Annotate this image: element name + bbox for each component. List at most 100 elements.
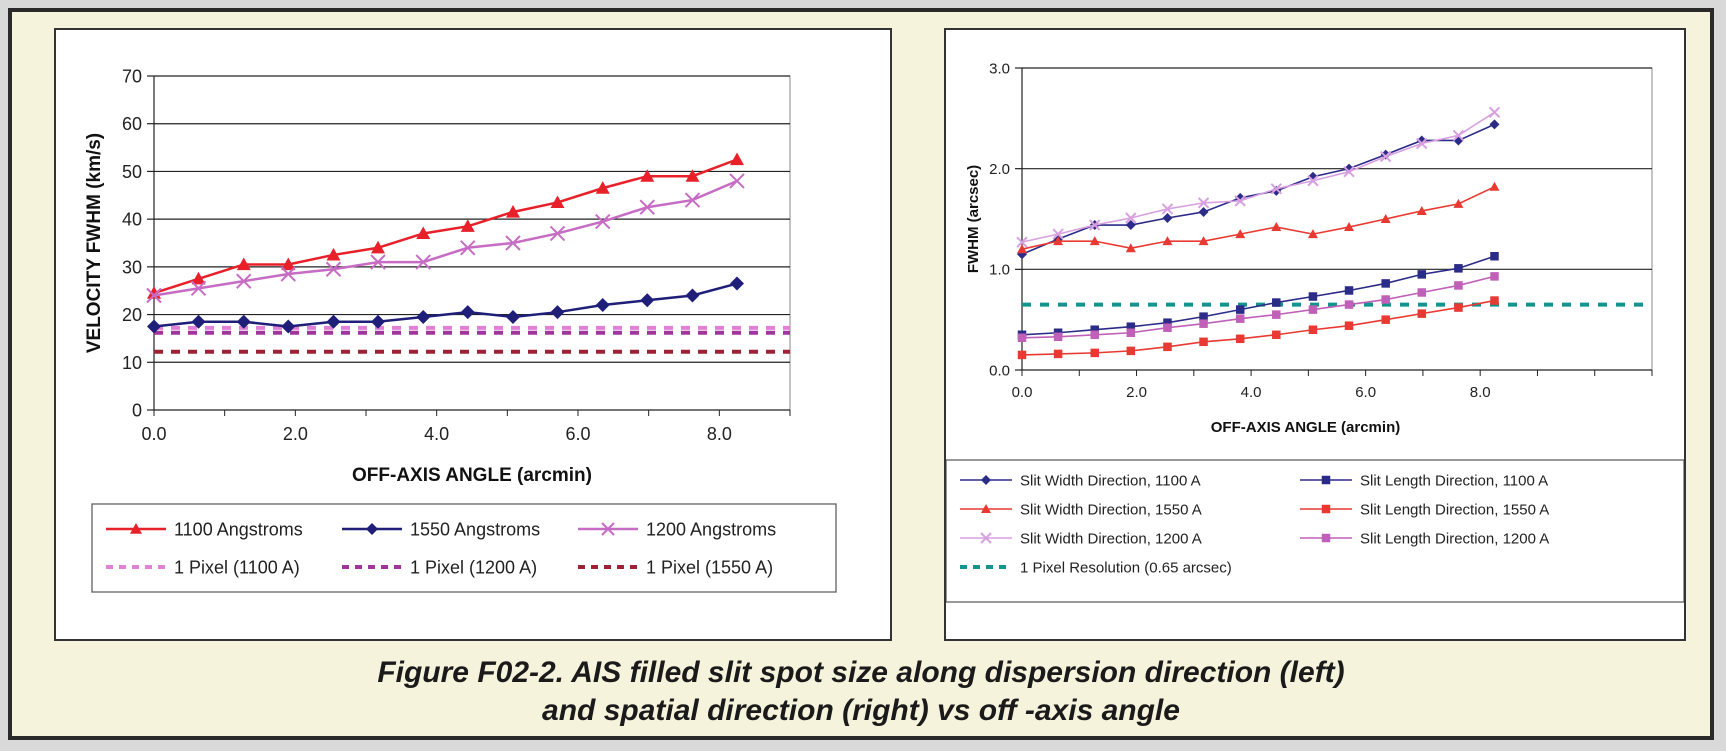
data-point	[1197, 197, 1210, 209]
data-point	[1488, 106, 1501, 119]
data-point	[1198, 236, 1209, 246]
figure-frame: 0 10 20 30 40 50 60 70 0.0 2.0 4.0 6.0 8.0 OFF-AXIS A…	[8, 8, 1714, 740]
data-point	[1380, 214, 1391, 223]
data-point	[730, 152, 744, 166]
series-line	[153, 158, 738, 295]
data-point	[1016, 236, 1028, 248]
data-point	[1307, 175, 1319, 187]
data-point	[1489, 119, 1500, 130]
x-tick-label: 6.0	[1355, 384, 1376, 401]
data-point	[640, 293, 655, 308]
data-point	[1272, 330, 1281, 340]
x-tick-label: 6.0	[565, 424, 590, 444]
data-point	[1090, 325, 1099, 334]
legend-marker	[601, 522, 615, 536]
legend-marker	[1321, 533, 1331, 543]
caption-line-1: Figure F02-2. AIS filled slit spot size …	[377, 656, 1345, 689]
y-tick-label: 50	[122, 162, 142, 182]
x-tick-label: 4.0	[1241, 384, 1262, 401]
data-point	[460, 305, 475, 320]
x-tick-label: 8.0	[1470, 384, 1491, 401]
data-point	[1344, 321, 1354, 330]
legend-label: Slit Length Direction, 1100 A	[1360, 472, 1548, 489]
data-point	[1017, 333, 1027, 343]
data-point	[1417, 270, 1427, 279]
legend-label: 1 Pixel (1200 A)	[410, 557, 537, 577]
data-point	[1235, 229, 1246, 239]
legend-marker	[1321, 475, 1331, 485]
data-point	[1272, 310, 1281, 319]
data-point	[1490, 251, 1499, 261]
series-line	[1021, 299, 1495, 356]
legend-marker	[981, 504, 991, 513]
data-point	[236, 257, 251, 271]
data-point	[1453, 198, 1464, 208]
left-chart-panel: 0 10 20 30 40 50 60 70 0.0 2.0 4.0 6.0 8.0 OFF-AXIS A…	[54, 28, 892, 641]
data-point	[1199, 319, 1208, 328]
data-point	[1053, 236, 1064, 246]
x-tick-label: 0.0	[1012, 384, 1033, 401]
series-line	[1021, 186, 1495, 250]
x-tick-label: 2.0	[283, 424, 308, 444]
y-tick-label: 20	[122, 305, 142, 325]
data-point	[549, 225, 566, 242]
data-point	[1126, 328, 1136, 338]
data-point	[1417, 288, 1427, 297]
series-line	[153, 282, 738, 328]
data-point	[1163, 342, 1172, 352]
data-point	[1379, 150, 1392, 163]
data-point	[190, 280, 207, 297]
data-point	[1163, 323, 1172, 332]
data-point	[1017, 350, 1027, 360]
data-point	[550, 195, 565, 209]
data-point	[1416, 135, 1427, 146]
caption-line-2: and spatial direction (right) vs off -ax…	[542, 694, 1180, 727]
data-point	[326, 247, 341, 261]
data-point	[1126, 346, 1136, 356]
legend-box	[91, 503, 837, 593]
data-point	[1381, 295, 1390, 304]
data-point	[1053, 349, 1063, 359]
legend-label: 1 Pixel Resolution (0.65 arcsec)	[1020, 559, 1232, 576]
data-point	[1161, 203, 1174, 215]
data-point	[1344, 286, 1354, 295]
legend-box	[946, 459, 1684, 603]
legend-marker	[1321, 504, 1331, 514]
legend-label: Slit Width Direction, 1550 A	[1020, 501, 1202, 518]
data-point	[1452, 129, 1465, 142]
legend-label: Slit Width Direction, 1200 A	[1020, 530, 1202, 547]
data-point	[1199, 312, 1208, 321]
x-tick-label: 8.0	[707, 424, 732, 444]
data-point	[1308, 292, 1318, 301]
data-point	[191, 314, 206, 329]
data-point	[1490, 272, 1499, 281]
y-axis-title: FWHM (arcsec)	[965, 165, 982, 273]
legend-label: Slit Length Direction, 1200 A	[1360, 530, 1549, 547]
data-point	[595, 213, 611, 230]
data-point	[1235, 314, 1245, 323]
y-tick-label: 30	[122, 257, 142, 277]
x-axis-title: OFF-AXIS ANGLE (arcmin)	[352, 465, 592, 486]
y-tick-label: 2.0	[989, 161, 1010, 178]
y-tick-label: 1.0	[989, 262, 1010, 279]
legend-label: 1 Pixel (1550 A)	[646, 557, 773, 577]
data-point	[1017, 244, 1027, 254]
data-point	[730, 276, 744, 291]
data-point	[684, 192, 701, 208]
legend-label: 1 Pixel (1100 A)	[174, 557, 300, 577]
data-point	[1417, 309, 1427, 318]
x-tick-label: 0.0	[141, 424, 166, 444]
data-point	[416, 309, 431, 324]
velocity-fwhm-chart: 0 10 20 30 40 50 60 70 0.0 2.0 4.0 6.0 8.0 OFF-AXIS A…	[84, 66, 837, 593]
data-point	[1235, 334, 1245, 344]
data-point	[1308, 305, 1318, 314]
right-chart-panel: 0.0 1.0 2.0 3.0 0.0 2.0 4.0 6.0 8.0 OFF-AXIS ANGL…	[944, 28, 1686, 641]
legend-label: 1100 Angstroms	[174, 519, 303, 539]
data-point	[1052, 228, 1064, 240]
data-point	[1090, 348, 1099, 358]
data-point	[1344, 222, 1355, 232]
data-point	[1162, 236, 1173, 246]
x-axis-title: OFF-AXIS ANGLE (arcmin)	[1211, 419, 1400, 436]
data-point	[1270, 183, 1282, 195]
series-line	[1021, 275, 1495, 339]
